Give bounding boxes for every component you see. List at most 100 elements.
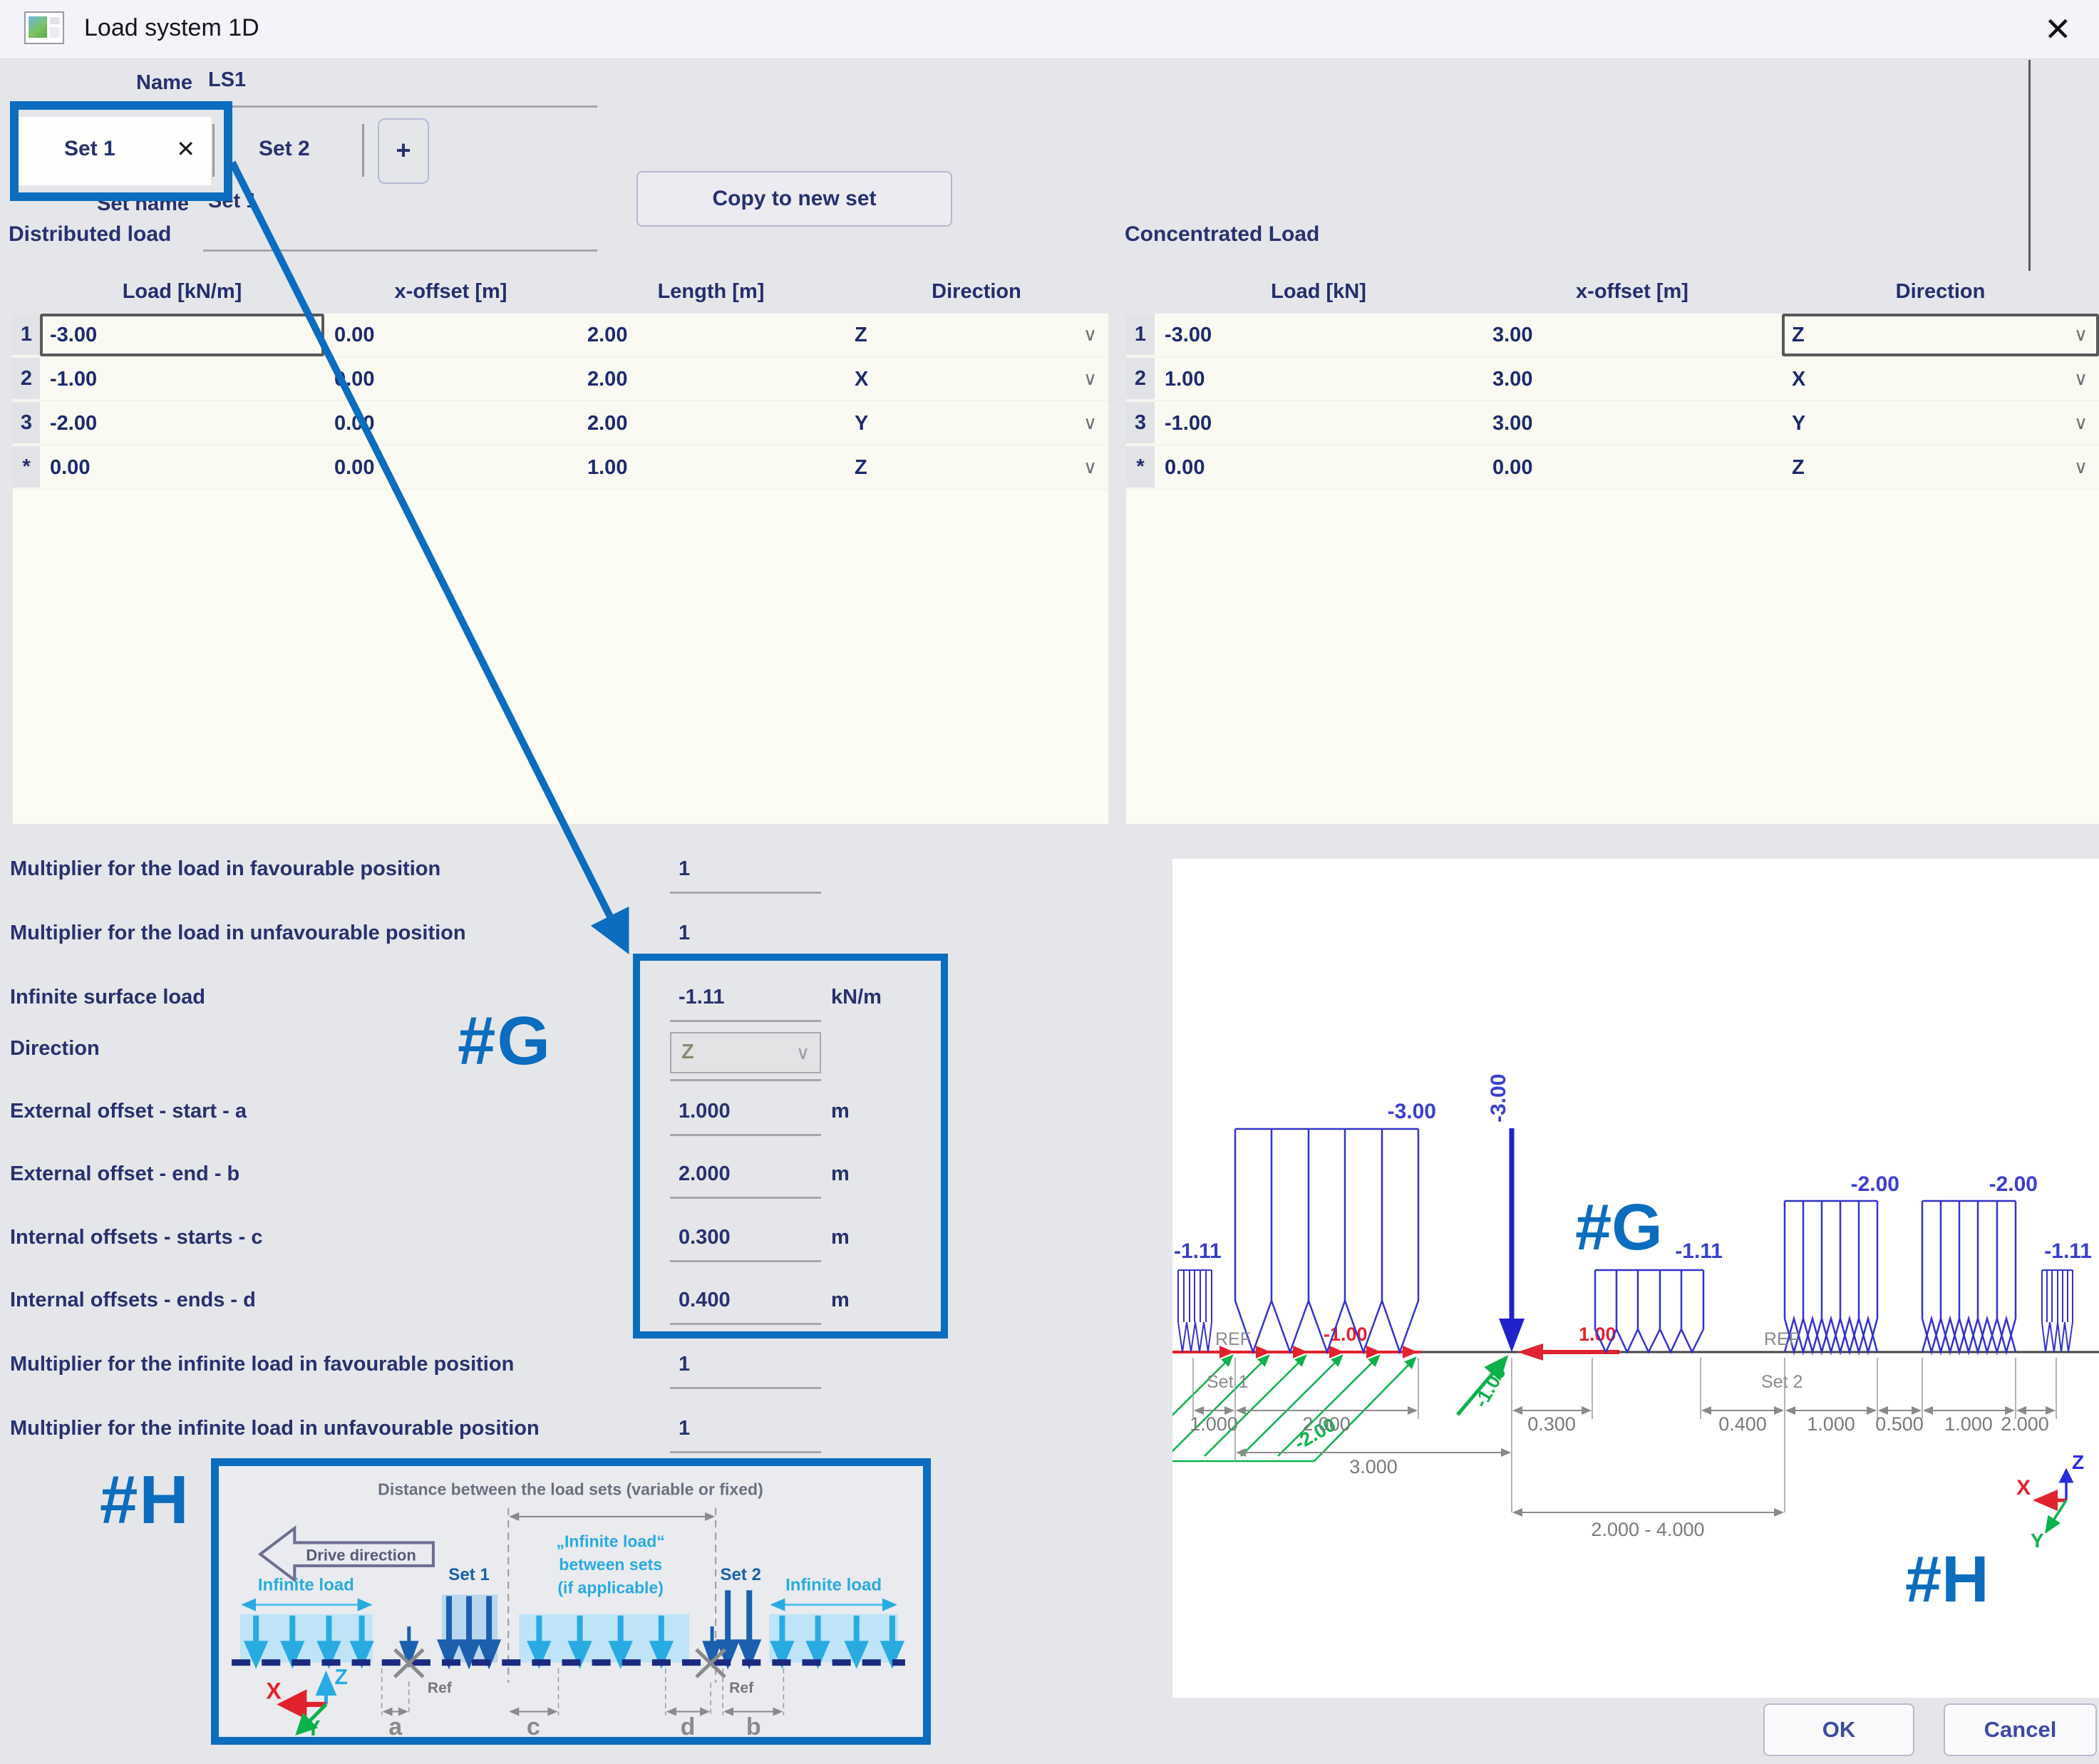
col-header-direction: Direction bbox=[845, 269, 1108, 314]
chevron-down-icon[interactable]: ∨ bbox=[2073, 368, 2088, 389]
tab-close-icon[interactable]: ✕ bbox=[176, 136, 195, 162]
cell-length[interactable]: 2.00 bbox=[577, 358, 845, 401]
set2-label: Set 2 bbox=[1761, 1372, 1803, 1392]
direction-select[interactable]: Z ∨ bbox=[670, 1032, 821, 1073]
cell-length[interactable]: 1.00 bbox=[577, 446, 845, 490]
field-value-mult-fav[interactable]: 1 bbox=[679, 857, 691, 880]
field-value-mult-unfav[interactable]: 1 bbox=[679, 922, 691, 944]
cell-direction[interactable]: Y ∨ bbox=[1782, 402, 2099, 445]
tab-set-2[interactable]: Set 2 bbox=[215, 117, 361, 185]
col-header-xoffset: x-offset [m] bbox=[1482, 269, 1782, 314]
cell-load[interactable]: -3.00 bbox=[40, 314, 324, 357]
chevron-down-icon[interactable]: ∨ bbox=[1083, 368, 1097, 389]
annotation-h-preview: #H bbox=[1905, 1543, 1989, 1616]
chevron-down-icon[interactable]: ∨ bbox=[2073, 412, 2088, 433]
cell-load[interactable]: 0.00 bbox=[40, 446, 324, 490]
field-value-offset-b[interactable]: 2.000 bbox=[679, 1162, 731, 1185]
cell-xoffset[interactable]: 0.00 bbox=[324, 358, 577, 401]
y-concentrated-arrow bbox=[1456, 1355, 1509, 1416]
field-unit-infinite-load: kN/m bbox=[831, 986, 882, 1009]
field-value-infinite-load[interactable]: -1.11 bbox=[679, 986, 725, 1009]
ok-button[interactable]: OK bbox=[1763, 1703, 1914, 1756]
cell-direction[interactable]: Z ∨ bbox=[1782, 446, 2099, 490]
dim-to-point: 3.000 bbox=[1349, 1456, 1398, 1477]
field-underline bbox=[670, 1323, 821, 1325]
cell-xoffset[interactable]: 3.00 bbox=[1482, 314, 1782, 357]
field-value-offset-a[interactable]: 1.000 bbox=[679, 1100, 731, 1123]
cell-xoffset[interactable]: 3.00 bbox=[1482, 402, 1782, 445]
col-header-load: Load [kN/m] bbox=[40, 269, 324, 314]
cell-load[interactable]: -2.00 bbox=[40, 402, 324, 445]
legend-title: Distance between the load sets (variable… bbox=[378, 1480, 763, 1498]
cell-direction[interactable]: Z ∨ bbox=[845, 314, 1108, 357]
legend-dim-d: d bbox=[681, 1713, 696, 1737]
field-value-offset-d[interactable]: 0.400 bbox=[679, 1289, 731, 1311]
chevron-down-icon[interactable]: ∨ bbox=[1083, 456, 1097, 478]
y-conc-load-value: -1.00 bbox=[1470, 1363, 1510, 1411]
close-icon[interactable]: ✕ bbox=[2044, 11, 2072, 48]
field-underline bbox=[670, 1134, 821, 1136]
annotation-arrow bbox=[229, 160, 629, 954]
chevron-down-icon[interactable]: ∨ bbox=[2073, 324, 2088, 345]
field-underline bbox=[670, 1197, 821, 1199]
annotation-box-set1 bbox=[10, 101, 232, 201]
cell-direction[interactable]: Z ∨ bbox=[845, 446, 1108, 490]
cell-direction[interactable]: Z ∨ bbox=[1782, 314, 2099, 357]
axis-z-label: Z bbox=[2072, 1451, 2084, 1473]
legend-infinite-right: Infinite load bbox=[785, 1575, 882, 1594]
dim-guides bbox=[381, 1668, 785, 1716]
infinite-load-value-left: -1.11 bbox=[1174, 1239, 1222, 1263]
field-value-inf-mult-unfav[interactable]: 1 bbox=[679, 1417, 691, 1440]
set2-z-load-value-2: -2.00 bbox=[1989, 1172, 2038, 1196]
field-value-offset-c[interactable]: 0.300 bbox=[679, 1226, 731, 1249]
field-underline bbox=[670, 1079, 821, 1081]
cell-xoffset[interactable]: 3.00 bbox=[1482, 358, 1782, 401]
cell-load[interactable]: 0.00 bbox=[1155, 446, 1482, 490]
cell-xoffset[interactable]: 0.00 bbox=[324, 314, 577, 357]
col-header bbox=[1126, 269, 1155, 314]
cell-load[interactable]: -3.00 bbox=[1155, 314, 1482, 357]
cell-direction[interactable]: X ∨ bbox=[845, 358, 1108, 401]
dim-values: 1.000 2.000 0.300 0.400 1.000 0.500 1.00… bbox=[1190, 1413, 2049, 1540]
add-set-button[interactable]: + bbox=[378, 118, 429, 184]
chevron-down-icon[interactable]: ∨ bbox=[2073, 456, 2088, 478]
cell-length[interactable]: 2.00 bbox=[577, 402, 845, 445]
field-label-inf-mult-unfav: Multiplier for the infinite load in unfa… bbox=[10, 1417, 540, 1440]
set1-label: Set 1 bbox=[1207, 1372, 1248, 1392]
copy-to-new-set-button[interactable]: Copy to new set bbox=[636, 171, 952, 227]
field-label-mult-fav: Multiplier for the load in favourable po… bbox=[10, 857, 441, 880]
cell-xoffset[interactable]: 0.00 bbox=[1482, 446, 1782, 490]
cell-direction[interactable]: X ∨ bbox=[1782, 358, 2099, 401]
load-preview-panel: -2.00 -1.00 -1.00 1.00 bbox=[1130, 859, 2099, 1698]
row-number: * bbox=[13, 446, 40, 490]
light-blue-load-arrows bbox=[243, 1615, 905, 1669]
field-value-inf-mult-fav[interactable]: 1 bbox=[679, 1353, 691, 1376]
legend-axes: Z X Y bbox=[266, 1666, 348, 1740]
title-bar: Load system 1D ✕ bbox=[0, 0, 2099, 59]
tab-set-1[interactable]: Set 1 ✕ bbox=[19, 117, 211, 185]
col-header-load: Load [kN] bbox=[1155, 269, 1482, 314]
field-underline bbox=[670, 1387, 821, 1389]
chevron-down-icon: ∨ bbox=[795, 1042, 810, 1063]
set2-z-load-value-1: -2.00 bbox=[1851, 1172, 1899, 1196]
cell-direction[interactable]: Y ∨ bbox=[845, 402, 1108, 445]
axis-x-label: X bbox=[2016, 1476, 2031, 1500]
cell-load[interactable]: -1.00 bbox=[40, 358, 324, 401]
field-underline bbox=[670, 1451, 821, 1453]
cell-xoffset[interactable]: 0.00 bbox=[324, 446, 577, 490]
infinite-load-value-right: -1.11 bbox=[2044, 1239, 2092, 1263]
name-input-value[interactable]: LS1 bbox=[208, 68, 247, 91]
cell-load[interactable]: -1.00 bbox=[1155, 402, 1482, 445]
ref-x-markers bbox=[393, 1648, 726, 1678]
field-label-inf-mult-fav: Multiplier for the infinite load in favo… bbox=[10, 1353, 515, 1376]
field-unit: m bbox=[831, 1289, 850, 1311]
chevron-down-icon[interactable]: ∨ bbox=[1083, 324, 1097, 345]
field-label-offset-c: Internal offsets - starts - c bbox=[10, 1226, 263, 1249]
annotation-box-g bbox=[633, 954, 948, 1339]
dim-guides bbox=[1192, 1358, 2057, 1512]
name-input-underline bbox=[203, 105, 597, 108]
chevron-down-icon[interactable]: ∨ bbox=[1083, 412, 1097, 433]
cell-length[interactable]: 2.00 bbox=[577, 314, 845, 357]
cancel-button[interactable]: Cancel bbox=[1944, 1703, 2097, 1756]
cell-load[interactable]: 1.00 bbox=[1155, 358, 1482, 401]
